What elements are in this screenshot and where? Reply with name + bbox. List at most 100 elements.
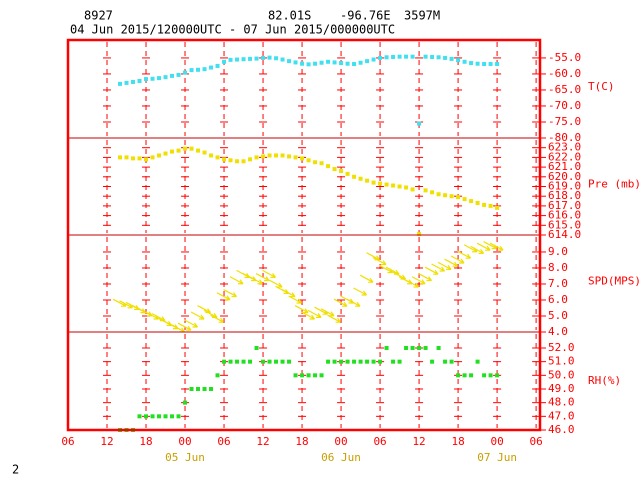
data-point xyxy=(157,76,162,81)
data-point xyxy=(300,373,305,378)
data-point xyxy=(339,61,344,66)
data-point xyxy=(345,359,350,364)
data-point xyxy=(417,232,422,237)
data-point xyxy=(196,148,201,153)
data-point xyxy=(222,359,227,364)
data-point xyxy=(430,54,435,59)
arrow-shape xyxy=(177,322,192,331)
wind-arrow xyxy=(366,252,381,261)
y-tick-label: 52.0 xyxy=(548,341,575,354)
data-point xyxy=(300,61,305,66)
wind-arrow xyxy=(288,295,303,304)
data-point xyxy=(462,59,467,64)
data-point xyxy=(404,54,409,59)
y-tick-label: 49.0 xyxy=(548,382,575,395)
x-tick-label: 12 xyxy=(256,435,269,448)
data-point xyxy=(241,159,246,164)
data-point xyxy=(488,373,493,378)
wind-arrow xyxy=(346,298,361,307)
longitude: -96.76E xyxy=(340,9,391,23)
data-point xyxy=(456,373,461,378)
wind-arrow xyxy=(476,242,491,251)
arrow-shape xyxy=(327,314,342,323)
data-point xyxy=(462,373,467,378)
y-tick-label: -80.0 xyxy=(548,131,581,144)
data-point xyxy=(144,157,149,162)
wind-arrow xyxy=(223,289,238,298)
arrow-shape xyxy=(184,319,199,328)
y-tick-label: 620.0 xyxy=(548,170,581,183)
data-point xyxy=(293,373,298,378)
data-point xyxy=(332,359,337,364)
wind-arrow xyxy=(249,276,264,285)
data-point xyxy=(280,57,285,62)
data-point xyxy=(326,359,331,364)
data-point xyxy=(436,192,441,197)
data-point xyxy=(183,146,188,151)
data-point xyxy=(404,185,409,190)
wind-arrow xyxy=(301,311,316,320)
y-tick-label: 7.0 xyxy=(548,277,568,290)
data-point xyxy=(410,54,415,59)
y-tick-label: 619.0 xyxy=(548,180,581,193)
data-point xyxy=(365,359,370,364)
wind-arrow xyxy=(177,322,192,331)
y-tick-label: 616.0 xyxy=(548,209,581,222)
data-point xyxy=(482,202,487,207)
data-point xyxy=(352,62,357,67)
wind-arrow xyxy=(405,279,420,288)
data-point xyxy=(189,146,194,151)
x-tick-label: 00 xyxy=(178,435,191,448)
data-point xyxy=(222,157,227,162)
data-point xyxy=(267,359,272,364)
data-point xyxy=(384,345,389,350)
arrow-shape xyxy=(405,279,420,288)
data-point xyxy=(404,345,409,350)
y-tick-label: -75.0 xyxy=(548,115,581,128)
data-point xyxy=(365,178,370,183)
data-point xyxy=(202,386,207,391)
data-point xyxy=(176,72,181,77)
data-point xyxy=(137,156,142,161)
y-tick-label: 48.0 xyxy=(548,396,575,409)
data-point xyxy=(131,79,136,84)
data-point xyxy=(313,61,318,66)
wind-arrow xyxy=(262,269,277,278)
data-point xyxy=(261,55,266,60)
wind-arrow xyxy=(411,276,426,285)
arrow-shape xyxy=(444,258,459,267)
y-tick-label: 4.0 xyxy=(548,325,568,338)
wind-arrow xyxy=(216,292,231,301)
data-point xyxy=(319,161,324,166)
data-point xyxy=(118,155,123,160)
data-point xyxy=(443,193,448,198)
data-point xyxy=(488,203,493,208)
arrow-shape xyxy=(372,257,387,266)
data-point xyxy=(358,176,363,181)
date-label: 07 Jun xyxy=(477,451,517,464)
data-point xyxy=(163,414,168,419)
data-point xyxy=(339,359,344,364)
y-tick-label: 621.0 xyxy=(548,160,581,173)
data-point xyxy=(170,149,175,154)
data-point xyxy=(345,61,350,66)
data-point xyxy=(326,59,331,64)
wind-arrow xyxy=(327,314,342,323)
data-point xyxy=(157,153,162,158)
data-point xyxy=(170,73,175,78)
wind-arrow xyxy=(210,314,225,323)
data-point xyxy=(378,181,383,186)
data-point xyxy=(209,65,214,70)
wind-arrow xyxy=(450,255,465,264)
arrow-shape xyxy=(288,295,303,304)
data-point xyxy=(456,58,461,63)
data-point xyxy=(163,151,168,156)
elevation: 3597M xyxy=(404,9,440,23)
data-point xyxy=(462,197,467,202)
y-tick-label: 50.0 xyxy=(548,368,575,381)
arrow-shape xyxy=(418,273,433,282)
data-point xyxy=(235,57,240,62)
data-point xyxy=(267,55,272,60)
data-point xyxy=(248,56,253,61)
data-point xyxy=(378,55,383,60)
